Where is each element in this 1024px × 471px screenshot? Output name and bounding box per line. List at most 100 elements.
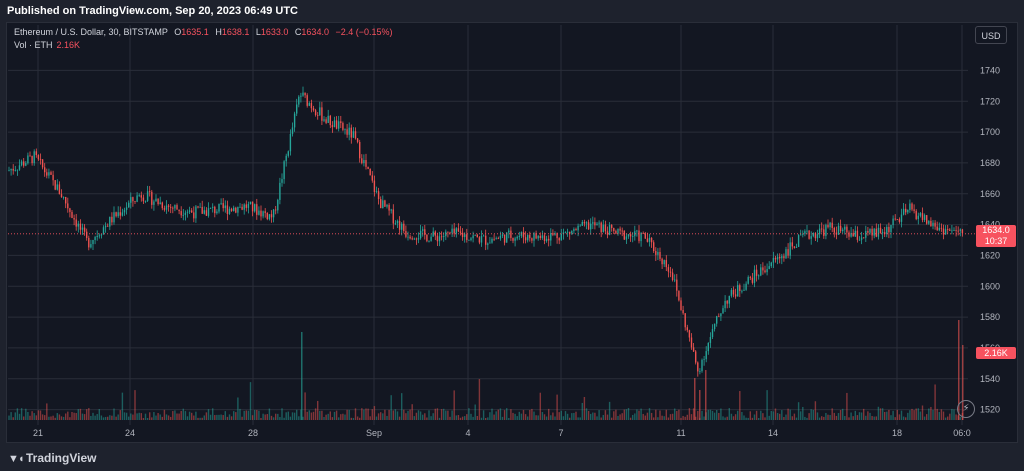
volume-bar bbox=[71, 411, 73, 420]
volume-bar bbox=[611, 417, 613, 420]
currency-button[interactable]: USD bbox=[975, 26, 1007, 44]
volume-bar bbox=[203, 415, 205, 420]
candle-body bbox=[716, 316, 718, 324]
volume-bar bbox=[130, 413, 132, 420]
candle-body bbox=[289, 133, 292, 152]
candle-body bbox=[163, 208, 166, 210]
candle-body bbox=[12, 168, 14, 171]
volume-bar bbox=[222, 415, 224, 420]
candle-body bbox=[464, 234, 466, 238]
tradingview-logo[interactable]: ▼◖ TradingView bbox=[8, 451, 96, 465]
volume-bar bbox=[144, 413, 147, 420]
candle-body bbox=[657, 252, 659, 255]
candle-body bbox=[254, 204, 256, 212]
volume-spike bbox=[699, 390, 701, 420]
volume-bar bbox=[959, 416, 961, 420]
lightning-icon[interactable]: ⚡ bbox=[957, 400, 975, 418]
candle-body bbox=[220, 203, 222, 204]
change-value: −2.4 (−0.15%) bbox=[335, 27, 393, 37]
candle-body bbox=[409, 236, 411, 239]
volume-bar bbox=[338, 417, 340, 420]
volume-bar bbox=[915, 408, 917, 420]
candle-body bbox=[543, 235, 546, 241]
volume-bar bbox=[760, 410, 762, 420]
volume-bar bbox=[18, 413, 21, 420]
volume-bar bbox=[289, 416, 292, 420]
candle-body bbox=[627, 234, 630, 237]
candle-body bbox=[142, 197, 145, 202]
candle-body bbox=[239, 206, 241, 208]
candle-body bbox=[170, 206, 172, 208]
volume-bar bbox=[60, 416, 63, 420]
candle-body bbox=[130, 197, 132, 203]
volume-bar bbox=[83, 414, 86, 420]
volume-bar bbox=[594, 412, 596, 420]
volume-bar bbox=[676, 411, 678, 420]
candle-body bbox=[852, 233, 854, 237]
volume-bar bbox=[942, 411, 945, 420]
candle-body bbox=[724, 300, 726, 309]
volume-bar bbox=[119, 410, 121, 420]
candle-body bbox=[508, 230, 510, 233]
candle-body bbox=[256, 204, 258, 215]
candle-body bbox=[846, 226, 848, 233]
volume-bar bbox=[919, 411, 922, 420]
volume-label[interactable]: Vol · ETH bbox=[14, 40, 53, 50]
volume-bar bbox=[407, 410, 409, 420]
volume-bar bbox=[852, 416, 854, 420]
volume-bar bbox=[768, 415, 770, 420]
candle-body bbox=[132, 197, 134, 202]
volume-bar bbox=[163, 409, 166, 420]
volume-bar bbox=[487, 417, 489, 420]
open-label: O bbox=[174, 27, 182, 37]
candle-body bbox=[386, 204, 388, 207]
candle-body bbox=[577, 225, 579, 231]
volume-bar bbox=[405, 413, 407, 420]
candle-body bbox=[581, 222, 583, 226]
candle-body bbox=[789, 242, 791, 256]
volume-bar bbox=[373, 406, 376, 420]
volume-bar bbox=[753, 414, 756, 420]
candle-body bbox=[497, 238, 499, 240]
candle-body bbox=[615, 230, 617, 234]
low-value: 1633.0 bbox=[260, 27, 289, 37]
candle-body bbox=[783, 256, 785, 259]
candle-body bbox=[361, 158, 363, 164]
candle-body bbox=[161, 202, 163, 209]
candle-body bbox=[146, 191, 149, 201]
candle-body bbox=[46, 172, 48, 176]
candle-body bbox=[272, 209, 275, 218]
volume-bar bbox=[602, 414, 604, 420]
candle-body bbox=[394, 223, 397, 225]
volume-bar bbox=[375, 416, 378, 420]
volume-bar bbox=[905, 417, 907, 420]
volume-bar bbox=[239, 408, 241, 420]
volume-bar bbox=[285, 412, 287, 420]
candle-body bbox=[806, 230, 808, 232]
x-tick-label: Sep bbox=[366, 428, 382, 438]
volume-bar bbox=[167, 415, 170, 420]
candle-body bbox=[707, 342, 709, 352]
candle-body bbox=[842, 229, 844, 232]
symbol-label[interactable]: Ethereum / U.S. Dollar, 30, BITSTAMP bbox=[14, 27, 168, 37]
volume-bar bbox=[251, 415, 254, 420]
candle-body bbox=[755, 269, 758, 276]
volume-legend: Vol · ETH 2.16K bbox=[14, 40, 80, 50]
volume-bar bbox=[191, 412, 193, 420]
volume-bar bbox=[873, 416, 875, 420]
candle-body bbox=[123, 209, 126, 213]
candle-body bbox=[31, 155, 33, 164]
candle-body bbox=[617, 228, 619, 234]
candle-body bbox=[537, 235, 539, 239]
volume-bar bbox=[713, 412, 716, 420]
volume-bar bbox=[550, 415, 552, 420]
candle-body bbox=[247, 204, 250, 208]
volume-bar bbox=[745, 417, 747, 420]
x-tick-label: 24 bbox=[125, 428, 135, 438]
volume-bar bbox=[940, 409, 943, 420]
volume-bar bbox=[816, 412, 819, 420]
candle-body bbox=[50, 172, 52, 175]
volume-bar bbox=[228, 414, 231, 420]
candle-body bbox=[650, 237, 653, 243]
